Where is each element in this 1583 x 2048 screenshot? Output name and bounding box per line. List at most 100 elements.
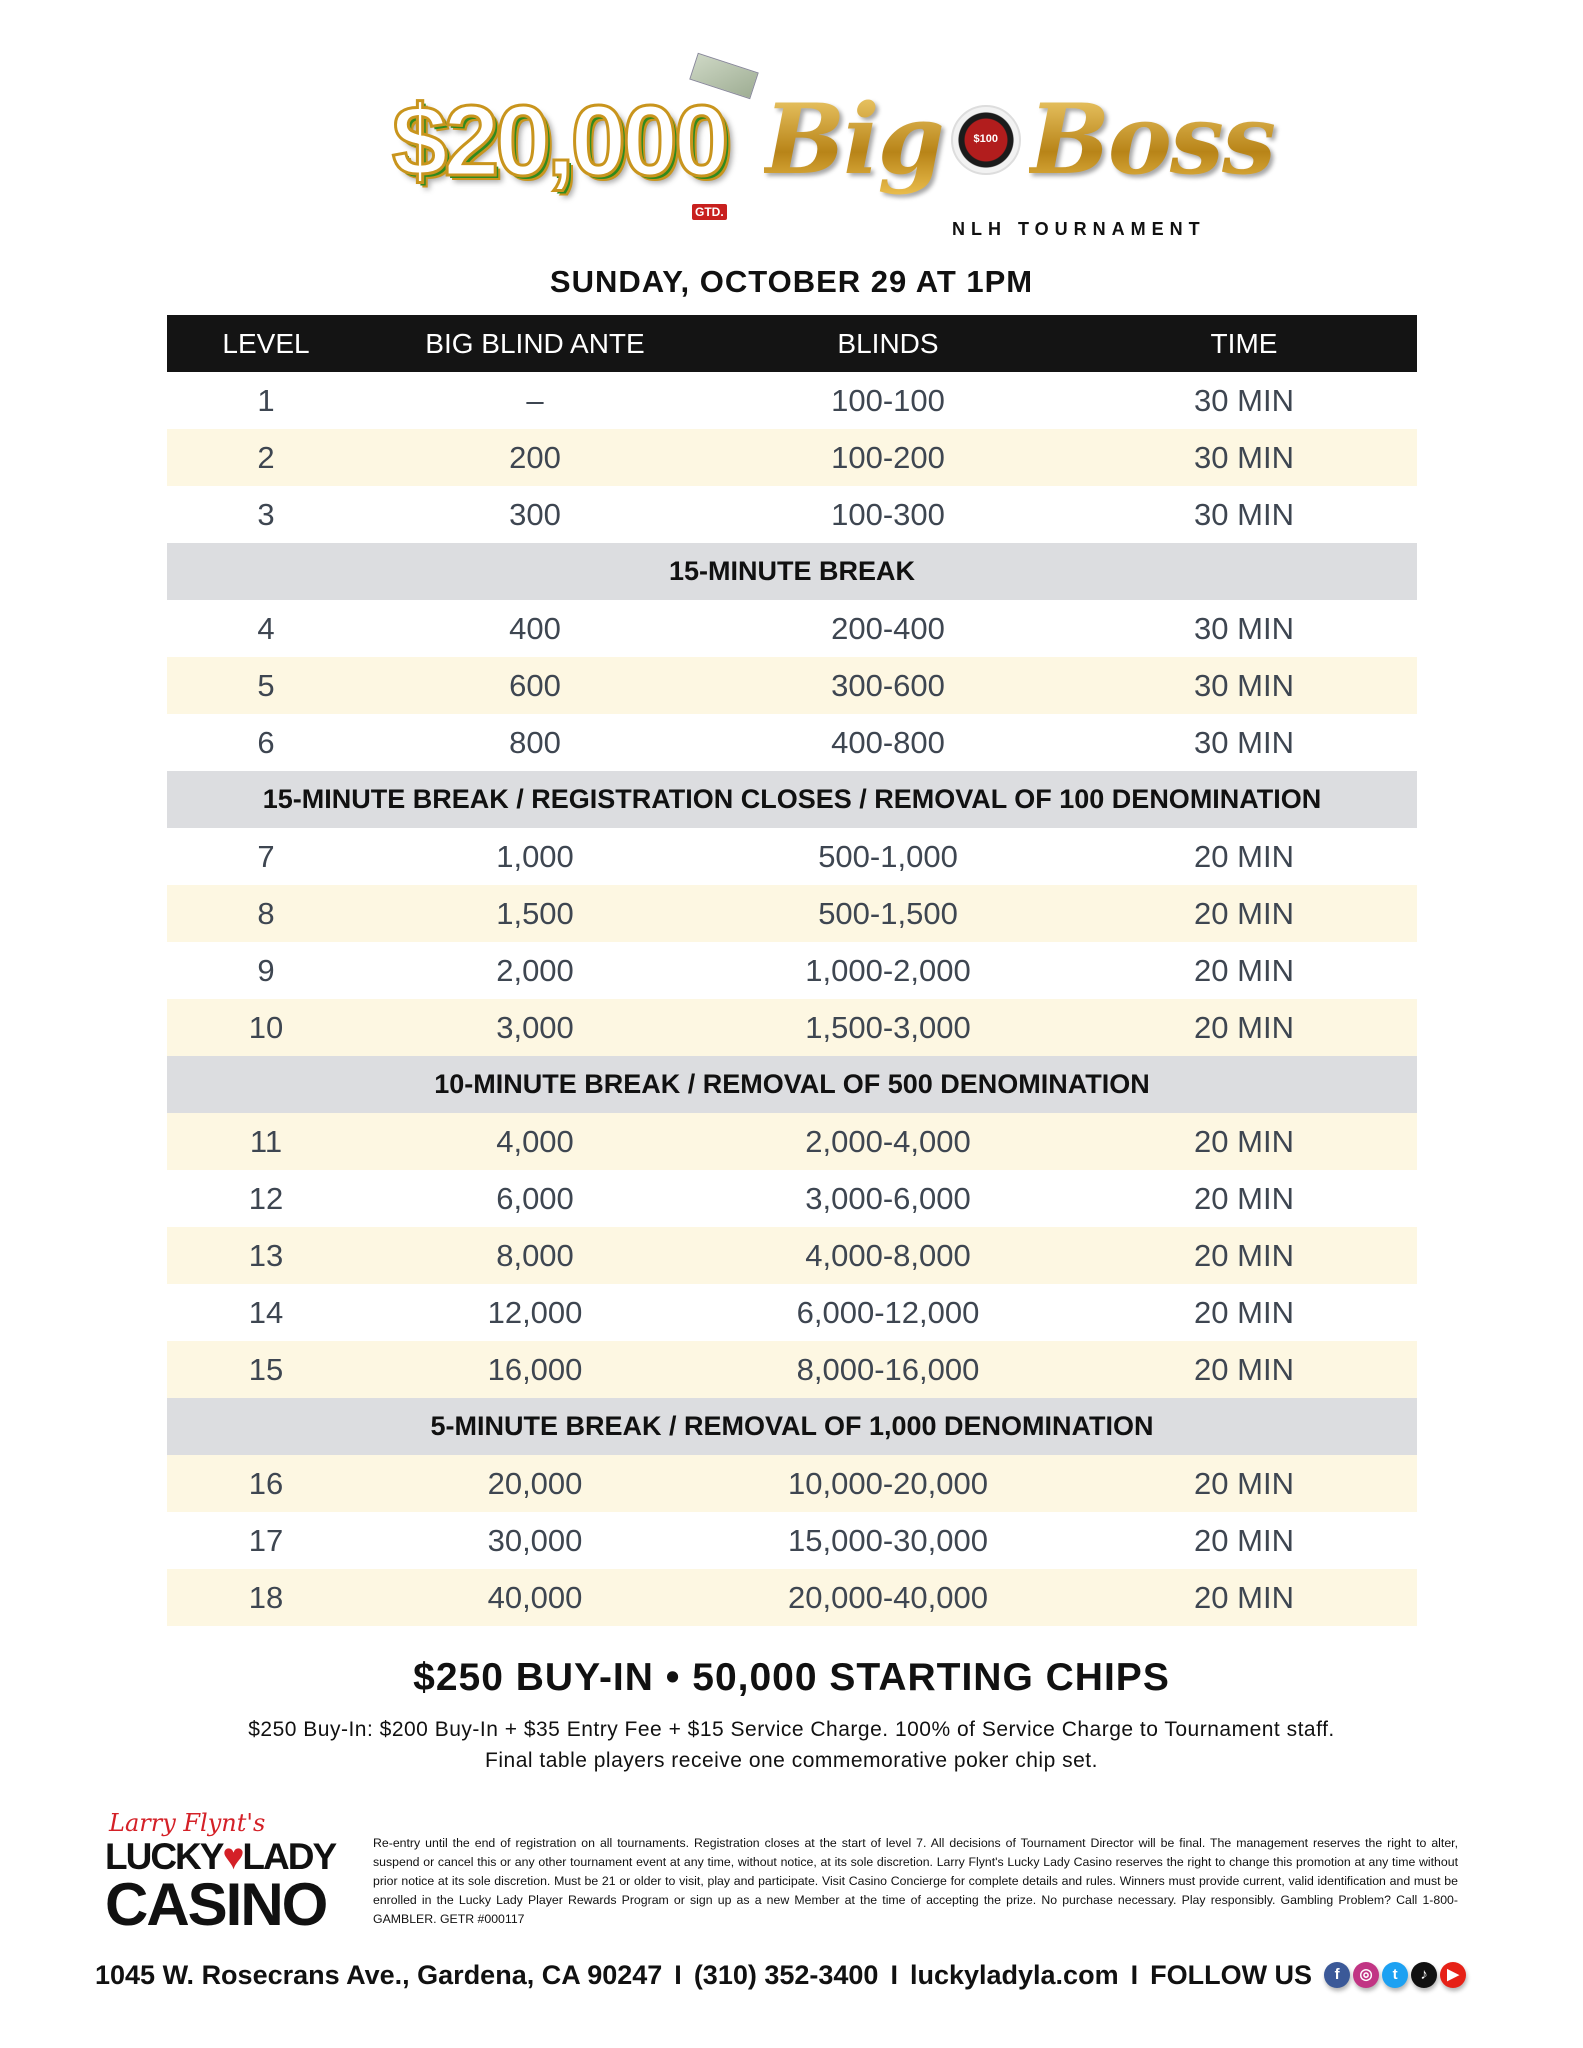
cell-time: 30 MIN — [1194, 610, 1294, 646]
cell-time: 30 MIN — [1194, 382, 1294, 418]
logo-lady: LADY — [242, 1836, 337, 1877]
cell-ante: 16,000 — [487, 1351, 583, 1387]
table-row: 7 1,000 500-1,000 20 MIN — [167, 828, 1417, 885]
cell-blinds: 500-1,500 — [818, 895, 958, 931]
cell-time: 20 MIN — [1194, 1009, 1294, 1045]
guarantee-amount: $20,000 — [390, 84, 730, 199]
cell-ante: 200 — [509, 439, 561, 475]
logo-script: Larry Flynt's — [109, 1809, 266, 1837]
cell-ante: 12,000 — [487, 1294, 583, 1330]
table-row: 17 30,000 15,000-30,000 20 MIN — [167, 1512, 1417, 1569]
separator: I — [1130, 1960, 1139, 1990]
cell-blinds: 100-200 — [831, 439, 945, 475]
cell-blinds: 10,000-20,000 — [788, 1465, 988, 1501]
cell-blinds: 6,000-12,000 — [796, 1294, 980, 1330]
cell-blinds: 2,000-4,000 — [805, 1123, 971, 1159]
facebook-icon[interactable]: f — [1324, 1962, 1351, 1988]
cell-level: 12 — [248, 1180, 284, 1216]
cell-blinds: 400-800 — [831, 724, 945, 760]
follow-us-label: FOLLOW US — [1150, 1960, 1313, 1990]
break-row: 10-MINUTE BREAK / REMOVAL OF 500 DENOMIN… — [167, 1056, 1417, 1113]
cell-ante: 20,000 — [487, 1465, 583, 1501]
cell-time: 20 MIN — [1194, 895, 1294, 931]
cell-time: 30 MIN — [1194, 496, 1294, 532]
cell-level: 7 — [257, 838, 275, 874]
cell-level: 10 — [248, 1009, 284, 1045]
cell-time: 20 MIN — [1194, 1579, 1294, 1615]
cell-time: 20 MIN — [1194, 1180, 1294, 1216]
youtube-icon[interactable]: ▶ — [1440, 1962, 1467, 1988]
tournament-subtitle: NLH TOURNAMENT — [952, 219, 1206, 239]
logo-lucky: LUCKY — [105, 1836, 224, 1877]
twitter-icon[interactable]: t — [1382, 1962, 1409, 1988]
buyin-detail-1: $250 Buy-In: $200 Buy-In + $35 Entry Fee… — [248, 1718, 1335, 1741]
table-row: 9 2,000 1,000-2,000 20 MIN — [167, 942, 1417, 999]
cell-level: 5 — [257, 667, 275, 703]
cell-level: 14 — [248, 1294, 284, 1330]
cell-time: 20 MIN — [1194, 952, 1294, 988]
cell-level: 1 — [257, 382, 275, 418]
cell-time: 20 MIN — [1194, 838, 1294, 874]
cell-time: 20 MIN — [1194, 1522, 1294, 1558]
table-row: 10 3,000 1,500-3,000 20 MIN — [167, 999, 1417, 1056]
cell-blinds: 100-100 — [831, 382, 945, 418]
break-row: 5-MINUTE BREAK / REMOVAL OF 1,000 DENOMI… — [167, 1398, 1417, 1455]
buyin-details: $250 Buy-In: $200 Buy-In + $35 Entry Fee… — [0, 1714, 1583, 1776]
cell-level: 17 — [248, 1522, 284, 1558]
header-blinds: BLINDS — [837, 327, 939, 359]
cell-blinds: 200-400 — [831, 610, 945, 646]
cell-ante: 30,000 — [487, 1522, 583, 1558]
fine-print: Re-entry until the end of registration o… — [373, 1836, 1458, 1926]
title-boss: Boss — [1029, 80, 1276, 200]
cell-ante: 1,500 — [496, 895, 574, 931]
header-time: TIME — [1210, 327, 1278, 359]
header-level: LEVEL — [222, 327, 310, 359]
cell-time: 30 MIN — [1194, 724, 1294, 760]
buyin-detail-2: Final table players receive one commemor… — [485, 1749, 1098, 1772]
table-header: LEVEL BIG BLIND ANTE BLINDS TIME — [167, 315, 1417, 372]
address: 1045 W. Rosecrans Ave., Gardena, CA 9024… — [95, 1960, 663, 1990]
cell-ante: – — [526, 382, 544, 418]
cell-level: 8 — [257, 895, 275, 931]
blind-structure-table: LEVEL BIG BLIND ANTE BLINDS TIME 1 – 100-1… — [167, 315, 1417, 1626]
cell-ante: 3,000 — [496, 1009, 574, 1045]
cell-level: 3 — [257, 496, 275, 532]
cell-blinds: 3,000-6,000 — [805, 1180, 971, 1216]
logo-lucky-lady: LUCKY♥LADY — [105, 1838, 340, 1876]
table-row: 1 – 100-100 30 MIN — [167, 372, 1417, 429]
cell-level: 11 — [249, 1123, 283, 1159]
table-row: 8 1,500 500-1,500 20 MIN — [167, 885, 1417, 942]
social-icons: f ◎ t ♪ ▶ — [1324, 1962, 1467, 1988]
casino-logo: Larry Flynt's LUCKY♥LADY CASINO — [105, 1808, 340, 1938]
tiktok-icon[interactable]: ♪ — [1411, 1962, 1438, 1988]
gtd-badge: GTD. — [692, 204, 727, 220]
table-row: 18 40,000 20,000-40,000 20 MIN — [167, 1569, 1417, 1626]
cell-ante: 400 — [509, 610, 561, 646]
cell-ante: 40,000 — [487, 1579, 583, 1615]
cell-level: 9 — [257, 952, 275, 988]
cell-time: 30 MIN — [1194, 439, 1294, 475]
footer: 1045 W. Rosecrans Ave., Gardena, CA 9024… — [95, 1958, 1467, 1992]
tournament-banner: $20,000 GTD. Big $100 Boss NLH TOURNAMEN… — [390, 52, 1276, 258]
event-date: SUNDAY, OCTOBER 29 AT 1PM — [549, 264, 1034, 299]
cell-time: 30 MIN — [1194, 667, 1294, 703]
instagram-icon[interactable]: ◎ — [1353, 1962, 1380, 1988]
phone: (310) 352-3400 — [693, 1960, 879, 1990]
cell-blinds: 100-300 — [831, 496, 945, 532]
table-row: 15 16,000 8,000-16,000 20 MIN — [167, 1341, 1417, 1398]
website-link[interactable]: luckyladyla.com — [909, 1960, 1119, 1990]
cell-blinds: 1,000-2,000 — [805, 952, 971, 988]
cell-ante: 800 — [509, 724, 561, 760]
table-row: 3 300 100-300 30 MIN — [167, 486, 1417, 543]
cell-level: 13 — [248, 1237, 284, 1273]
buyin-headline: $250 BUY-IN • 50,000 STARTING CHIPS — [413, 1656, 1170, 1699]
cell-time: 20 MIN — [1194, 1465, 1294, 1501]
cell-ante: 1,000 — [496, 838, 574, 874]
cell-level: 6 — [257, 724, 275, 760]
cell-ante: 300 — [509, 496, 561, 532]
cell-time: 20 MIN — [1194, 1237, 1294, 1273]
logo-casino: CASINO — [105, 1871, 328, 1938]
cell-time: 20 MIN — [1194, 1294, 1294, 1330]
cell-blinds: 1,500-3,000 — [805, 1009, 971, 1045]
table-row: 2 200 100-200 30 MIN — [167, 429, 1417, 486]
